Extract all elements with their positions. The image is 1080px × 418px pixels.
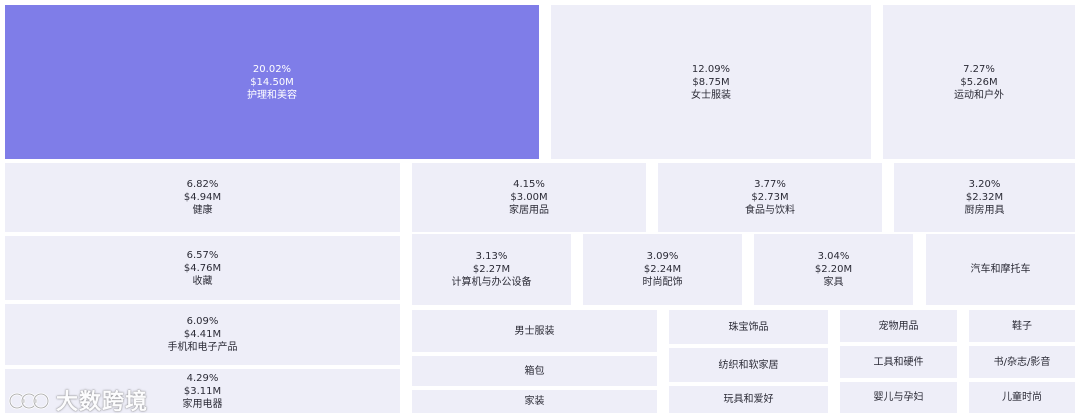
tile-label: 计算机与办公设备 [451,277,532,288]
treemap-tile[interactable]: 4.29% $3.11M 家用电器 [5,369,400,413]
tile-percent: 3.04% [817,251,850,262]
tile-label: 运动和户外 [954,89,1004,101]
treemap-tile[interactable]: 12.09% $8.75M 女士服装 [551,5,871,159]
tile-label: 纺织和软家居 [718,359,779,371]
treemap-tile[interactable]: 20.02% $14.50M 护理和美容 [5,5,539,159]
tile-percent: 3.77% [754,179,786,190]
treemap-tile[interactable]: 3.20% $2.32M 厨房用具 [894,163,1075,232]
tile-value: $2.73M [751,192,789,203]
treemap-tile[interactable]: 箱包 [412,356,657,386]
tile-label: 工具和硬件 [873,356,924,368]
tile-label: 箱包 [524,365,545,377]
tile-value: $4.41M [183,329,222,340]
tile-percent: 6.57% [186,249,219,261]
tile-label: 书/杂志/影音 [993,356,1051,368]
treemap-tile[interactable]: 玩具和爱好 [669,386,828,413]
tile-label: 儿童时尚 [1002,392,1042,403]
treemap-tile[interactable]: 3.77% $2.73M 食品与饮料 [658,163,882,232]
tile-value: $4.94M [183,192,222,203]
tile-percent: 3.20% [968,179,1001,190]
tile-label: 收藏 [192,275,213,287]
treemap-tile[interactable]: 3.13% $2.27M 计算机与办公设备 [412,234,571,305]
tile-label: 护理和美容 [247,89,297,101]
tile-label: 家居用品 [509,205,549,216]
treemap-tile[interactable]: 3.09% $2.24M 时尚配饰 [583,234,742,305]
tile-label: 女士服装 [691,89,731,101]
tile-label: 健康 [192,205,213,216]
tile-value: $5.26M [960,76,998,88]
treemap-tile[interactable]: 鞋子 [969,310,1075,342]
treemap-tile[interactable]: 4.15% $3.00M 家居用品 [412,163,646,232]
watermark-text: 大数跨境 [56,390,149,415]
treemap-tile[interactable]: 工具和硬件 [840,346,957,378]
tile-percent: 3.09% [646,251,679,262]
tile-percent: 20.02% [252,63,292,75]
tile-percent: 4.29% [186,372,219,384]
tile-label: 家用电器 [182,398,223,410]
tile-value: $4.76M [183,262,222,274]
tile-label: 珠宝饰品 [728,321,769,333]
watermark: 大数跨境 [8,384,148,416]
treemap-tile[interactable]: 男士服装 [412,310,657,352]
tile-label: 厨房用具 [964,205,1005,216]
treemap-tile[interactable]: 家装 [412,390,657,413]
treemap-tile[interactable]: 儿童时尚 [969,382,1075,413]
treemap-tile[interactable]: 6.57% $4.76M 收藏 [5,236,400,300]
tile-percent: 7.27% [963,63,995,75]
tile-value: $3.00M [510,192,548,203]
tile-label: 食品与饮料 [745,205,795,216]
tile-percent: 3.13% [475,251,508,262]
tile-label: 玩具和爱好 [723,394,774,405]
tile-label: 婴儿与孕妇 [873,392,924,403]
treemap-tile[interactable]: 纺织和软家居 [669,348,828,382]
tile-percent: 6.09% [186,316,219,327]
tile-value: $8.75M [692,76,730,88]
treemap-tile[interactable]: 汽车和摩托车 [926,234,1075,305]
tile-percent: 6.82% [186,179,219,190]
tile-value: $2.27M [472,264,511,275]
tile-label: 鞋子 [1012,320,1032,332]
treemap-tile[interactable]: 6.82% $4.94M 健康 [5,163,400,232]
tile-value: $2.32M [965,192,1004,203]
tile-percent: 12.09% [691,63,731,75]
tile-value: $2.24M [643,264,682,275]
treemap-tile[interactable]: 6.09% $4.41M 手机和电子产品 [5,304,400,365]
tile-label: 宠物用品 [878,320,919,332]
treemap-tile[interactable]: 书/杂志/影音 [969,346,1075,378]
tile-value: $2.20M [814,264,853,275]
tile-label: 时尚配饰 [642,277,683,288]
treemap-tile[interactable]: 7.27% $5.26M 运动和户外 [883,5,1075,159]
tile-label: 手机和电子产品 [167,342,238,353]
tile-value: $3.11M [183,385,222,397]
tile-label: 家具 [823,277,844,288]
treemap-tile[interactable]: 3.04% $2.20M 家具 [754,234,913,305]
tile-label: 家装 [524,396,545,407]
tile-label: 男士服装 [514,325,555,337]
tile-value: $14.50M [250,76,294,88]
treemap-tile[interactable]: 珠宝饰品 [669,310,828,344]
brand-logo-icon [8,392,50,410]
treemap-tile[interactable]: 宠物用品 [840,310,957,342]
tile-label: 汽车和摩托车 [970,264,1031,275]
tile-percent: 4.15% [513,179,545,190]
treemap-tile[interactable]: 婴儿与孕妇 [840,382,957,413]
